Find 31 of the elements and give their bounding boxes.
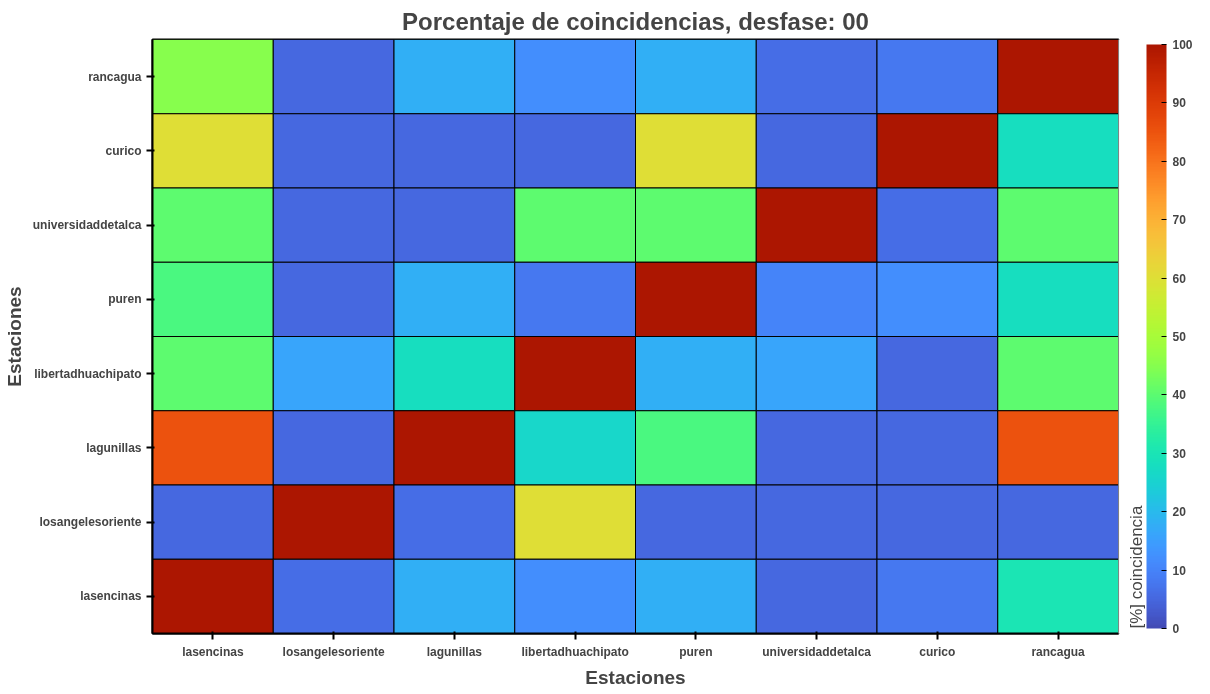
color-bar-label: 80 xyxy=(1172,154,1187,169)
color-bar-label: 0 xyxy=(1172,622,1180,636)
chart-title: Porcentaje de coincidencias, desfase: 00 xyxy=(402,7,869,35)
x-tick-label: universidaddetalca xyxy=(762,644,872,659)
x-tick-label: curico xyxy=(919,644,956,659)
x-tick-label: libertadhuachipato xyxy=(521,644,629,659)
color-bar-label: 70 xyxy=(1172,213,1187,228)
color-bar-label: 30 xyxy=(1172,446,1187,461)
y-tick-label: curico xyxy=(105,143,142,158)
color-bar-label: 90 xyxy=(1172,96,1187,111)
y-tick-label: lagunillas xyxy=(86,440,142,455)
x-tick-label: lagunillas xyxy=(426,644,483,659)
x-tick-label: rancagua xyxy=(1031,644,1086,659)
x-tick-label: puren xyxy=(679,644,713,659)
color-bar-label: 50 xyxy=(1172,330,1187,344)
color-bar-label: 10 xyxy=(1172,563,1187,578)
y-tick-label: universidaddetalca xyxy=(32,218,142,233)
y-tick-label: losangelesoriente xyxy=(39,515,142,530)
x-tick-label: losangelesoriente xyxy=(282,644,385,659)
y-tick-label: rancagua xyxy=(88,69,142,84)
color-bar-label: 100 xyxy=(1172,38,1193,52)
y-axis-title: Estaciones xyxy=(3,286,25,387)
y-tick-label: lasencinas xyxy=(80,589,142,604)
x-axis-title: Estaciones xyxy=(585,666,686,688)
x-tick-label: lasencinas xyxy=(182,644,244,659)
color-bar-label: 60 xyxy=(1172,271,1187,286)
y-tick-label: libertadhuachipato xyxy=(34,366,142,381)
color-bar-label: 20 xyxy=(1172,505,1187,520)
color-bar-label: 40 xyxy=(1172,388,1187,403)
color-bar-title: [%] coincidencia xyxy=(1126,505,1146,629)
y-tick-label: puren xyxy=(108,292,142,307)
